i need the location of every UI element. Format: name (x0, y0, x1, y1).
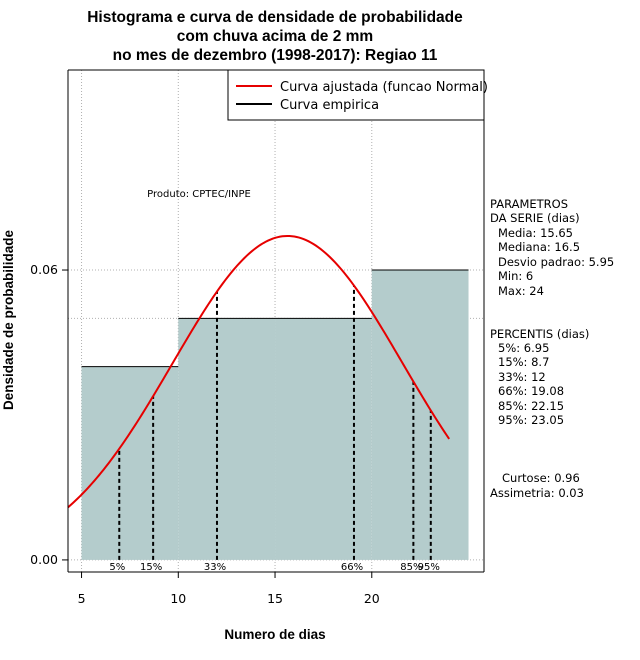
x-tick-label-20: 20 (364, 591, 380, 606)
parametros-title-2: DA SERIE (dias) (490, 211, 580, 225)
percentil-95: 95%: 23.05 (498, 413, 564, 427)
x-tick-label-15: 15 (267, 591, 283, 606)
x-tick-label-5: 5 (78, 591, 86, 606)
percentil-15: 15%: 8.7 (498, 355, 549, 369)
legend: Curva ajustada (funcao Normal) Curva emp… (227, 69, 488, 121)
percentis-title: PERCENTIS (dias) (490, 327, 589, 341)
percentil-85: 85%: 22.15 (498, 399, 564, 413)
histogram-bar-2 (178, 318, 276, 560)
chart-title-line-1: Histograma e curva de densidade de proba… (87, 9, 463, 26)
normal-curve (67, 234, 450, 509)
legend-label-normal: Curva ajustada (funcao Normal) (280, 80, 488, 95)
percentile-label-15: 15% (140, 562, 162, 573)
assimetria: Assimetria: 0.03 (490, 486, 584, 500)
y-tick-label-1: 0.06 (30, 262, 58, 277)
side-panel: PARAMETROS DA SERIE (dias) Media: 15.65 … (490, 197, 614, 500)
percentil-5: 5%: 6.95 (498, 341, 549, 355)
histogram-bar-3 (275, 318, 372, 560)
percentil-66: 66%: 19.08 (498, 384, 564, 398)
chart-title-line-3: no mes de dezembro (1998-2017): Regiao 1… (113, 47, 438, 64)
percentile-label-95: 95% (418, 562, 440, 573)
param-media: Media: 15.65 (498, 226, 573, 240)
y-axis-title: Densidade de probabilidade (1, 229, 16, 410)
chart-title-line-2: com chuva acima de 2 mm (177, 28, 373, 45)
param-desvio: Desvio padrao: 5.95 (498, 255, 614, 269)
source-annotation: Produto: CPTEC/INPE (147, 189, 251, 200)
percentile-lines: 5% 15% 33% 66% 85%95% (109, 285, 440, 573)
y-tick-label-0: 0.00 (30, 552, 58, 567)
histogram-bar-1 (81, 366, 179, 560)
parametros-title-1: PARAMETROS (490, 197, 568, 211)
param-min: Min: 6 (498, 269, 533, 283)
param-max: Max: 24 (498, 284, 544, 298)
legend-label-empirical: Curva empirica (280, 98, 379, 113)
histogram-bar-4 (371, 270, 469, 560)
histogram-bars (81, 269, 469, 560)
curtose: Curtose: 0.96 (502, 471, 580, 485)
x-axis-title: Numero de dias (224, 627, 325, 642)
percentile-label-5: 5% (109, 562, 125, 573)
percentile-label-33: 33% (204, 562, 226, 573)
param-mediana: Mediana: 16.5 (498, 240, 580, 254)
percentil-33: 33%: 12 (498, 370, 546, 384)
x-tick-label-10: 10 (170, 591, 186, 606)
percentile-label-66: 66% (341, 562, 363, 573)
percentile-label-85: 85% (400, 562, 422, 573)
normal-curve-group (67, 234, 450, 509)
legend-box (227, 69, 485, 121)
axes: 5 10 15 20 0.00 0.06 (30, 69, 485, 606)
